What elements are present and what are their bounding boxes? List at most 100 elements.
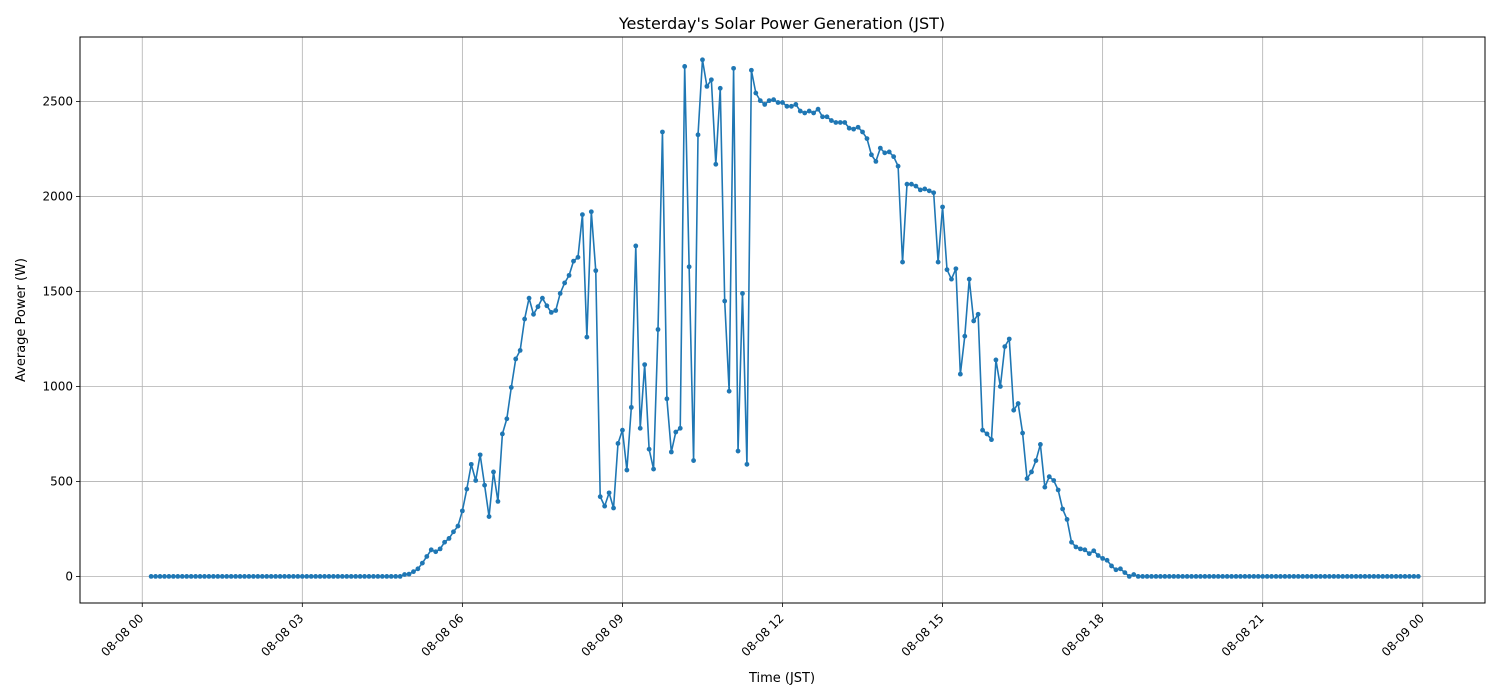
data-point xyxy=(535,304,541,310)
data-point xyxy=(1260,574,1266,579)
data-point xyxy=(1002,344,1008,349)
data-point xyxy=(540,295,545,301)
data-point xyxy=(633,243,639,249)
data-point xyxy=(1340,574,1346,579)
data-point xyxy=(700,57,705,63)
data-point xyxy=(913,183,919,189)
data-point xyxy=(571,258,576,264)
data-point xyxy=(815,106,821,112)
data-point xyxy=(237,574,243,579)
data-point xyxy=(735,448,741,454)
data-point xyxy=(1393,574,1399,579)
data-point xyxy=(1131,572,1137,577)
data-point xyxy=(655,327,661,332)
data-point xyxy=(1309,574,1314,579)
data-point xyxy=(1113,567,1119,573)
data-point xyxy=(282,574,287,579)
data-point xyxy=(1389,574,1395,579)
data-point xyxy=(935,259,941,265)
data-point xyxy=(317,574,323,579)
data-point xyxy=(406,571,412,577)
data-point xyxy=(1029,469,1034,475)
data-point xyxy=(726,388,732,394)
data-point xyxy=(1358,574,1363,579)
data-point xyxy=(802,110,808,116)
y-tick-label: 1000 xyxy=(42,379,73,393)
data-point xyxy=(1273,574,1279,579)
data-point xyxy=(829,118,834,123)
data-point xyxy=(531,311,536,317)
data-point xyxy=(1095,553,1101,558)
data-point xyxy=(366,574,372,579)
data-point xyxy=(388,574,394,579)
data-point xyxy=(175,574,181,579)
y-tick-label: 2500 xyxy=(42,95,73,109)
data-point xyxy=(1135,574,1141,579)
data-point xyxy=(477,452,483,458)
data-point xyxy=(473,478,479,483)
data-point xyxy=(722,298,728,304)
data-point xyxy=(526,295,532,301)
data-point xyxy=(1033,458,1039,463)
data-point xyxy=(1126,574,1132,579)
data-point xyxy=(188,574,194,579)
data-point xyxy=(1295,574,1301,579)
data-point xyxy=(486,514,492,519)
data-point xyxy=(1180,574,1186,579)
data-point xyxy=(695,132,701,138)
data-point xyxy=(606,490,612,496)
data-point xyxy=(1229,574,1234,579)
data-point xyxy=(846,125,852,131)
data-point xyxy=(308,574,314,579)
data-point xyxy=(384,574,390,579)
data-point xyxy=(588,209,594,215)
data-point xyxy=(637,425,643,431)
data-point xyxy=(513,356,519,362)
data-point xyxy=(877,145,883,151)
data-point xyxy=(931,190,937,196)
data-point xyxy=(446,536,452,541)
data-point xyxy=(1198,574,1203,579)
data-point xyxy=(184,574,190,579)
data-point xyxy=(1149,574,1154,579)
data-point xyxy=(602,503,608,509)
data-point xyxy=(179,574,185,579)
data-point xyxy=(953,266,959,272)
data-point xyxy=(900,259,905,265)
data-point xyxy=(1335,574,1341,579)
data-point xyxy=(197,574,203,579)
data-point xyxy=(580,212,585,217)
data-point xyxy=(544,303,550,309)
y-tick-label: 500 xyxy=(50,474,73,488)
data-point xyxy=(517,347,523,353)
data-point xyxy=(1193,574,1199,579)
data-point xyxy=(811,110,817,116)
data-point xyxy=(1264,574,1270,579)
data-point xyxy=(744,461,750,467)
data-point xyxy=(1202,574,1208,579)
data-point xyxy=(904,181,910,187)
data-point xyxy=(206,574,212,579)
data-point xyxy=(322,574,327,579)
y-axis-label: Average Power (W) xyxy=(14,258,29,382)
data-point xyxy=(753,90,759,96)
data-point xyxy=(451,529,456,535)
data-point xyxy=(166,574,172,579)
data-point xyxy=(1006,336,1012,342)
data-point xyxy=(357,574,363,579)
data-point xyxy=(713,161,719,167)
data-point xyxy=(1020,430,1025,436)
data-point xyxy=(1384,574,1390,579)
data-point xyxy=(286,574,292,579)
data-point xyxy=(1024,476,1030,481)
data-point xyxy=(891,154,897,160)
series-markers xyxy=(148,57,1421,579)
data-point xyxy=(1078,546,1083,552)
data-point xyxy=(331,574,336,579)
data-point xyxy=(957,371,963,377)
data-point xyxy=(1238,574,1243,579)
data-point xyxy=(1189,574,1194,579)
data-point xyxy=(740,291,745,296)
data-point xyxy=(1073,544,1079,550)
data-point xyxy=(1086,551,1092,557)
